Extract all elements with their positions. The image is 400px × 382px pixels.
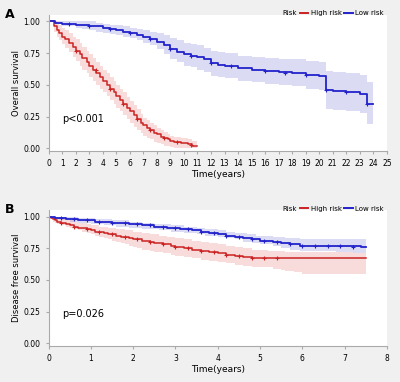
Legend: Risk, High risk, Low risk: Risk, High risk, Low risk [272, 206, 383, 212]
Y-axis label: Disease free survival: Disease free survival [12, 234, 20, 322]
Text: p=0.026: p=0.026 [62, 309, 104, 319]
Text: B: B [5, 203, 14, 216]
Text: A: A [5, 8, 14, 21]
Legend: Risk, High risk, Low risk: Risk, High risk, Low risk [272, 10, 383, 16]
X-axis label: Time(years): Time(years) [191, 170, 245, 178]
Text: p<0.001: p<0.001 [62, 113, 104, 124]
X-axis label: Time(years): Time(years) [191, 365, 245, 374]
Y-axis label: Overall survival: Overall survival [12, 50, 20, 116]
